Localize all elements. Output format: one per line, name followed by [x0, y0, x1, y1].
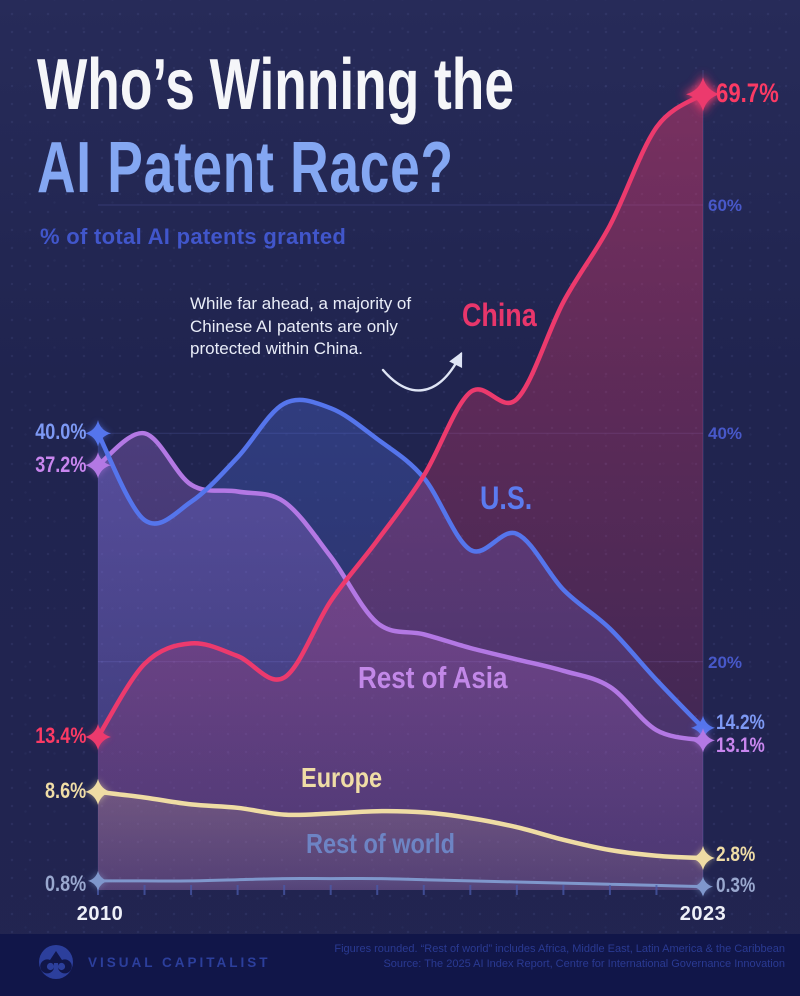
page-title-line1: Who’s Winning the — [37, 45, 514, 125]
end-star-rest-of-asia — [691, 728, 715, 753]
footnotes: Figures rounded. “Rest of world” include… — [334, 942, 785, 972]
series-areas — [98, 94, 703, 890]
page-title-line2: AI Patent Race? — [37, 128, 454, 208]
line-u-s — [95, 397, 706, 731]
end-star-rest-of-world — [693, 876, 713, 897]
footer-bar: VISUAL CAPITALIST Figures rounded. “Rest… — [0, 934, 800, 996]
china-annotation-text: While far ahead, a majority of Chinese A… — [190, 294, 412, 359]
area-rest-of-world — [98, 878, 703, 890]
visual-capitalist-logo-icon — [39, 945, 73, 979]
annotation-arrow-icon — [381, 351, 463, 392]
end-star-china — [686, 77, 720, 112]
start-star-rest-of-asia — [85, 452, 111, 479]
end-star-europe — [691, 846, 715, 871]
start-star-europe — [85, 778, 111, 805]
footnote-line1: Figures rounded. “Rest of world” include… — [334, 943, 785, 955]
line-rest-of-asia — [95, 431, 706, 743]
start-star-rest-of-world — [88, 870, 108, 891]
visual-capitalist-logo: VISUAL CAPITALIST — [38, 944, 271, 980]
endpoint-stars — [85, 60, 737, 897]
start-star-china — [85, 724, 111, 751]
area-china — [98, 94, 703, 890]
line-rest-of-world — [96, 877, 705, 889]
end-star-u-s — [691, 715, 715, 740]
start-star-u-s — [85, 420, 111, 447]
visual-capitalist-wordmark: VISUAL CAPITALIST — [88, 954, 271, 970]
line-china — [95, 91, 706, 740]
chart-subtitle: % of total AI patents granted — [40, 224, 347, 249]
line-europe — [95, 789, 706, 861]
series-lines — [95, 91, 706, 889]
footnote-line2: Source: The 2025 AI Index Report, Centre… — [383, 958, 785, 970]
area-europe — [98, 791, 703, 890]
